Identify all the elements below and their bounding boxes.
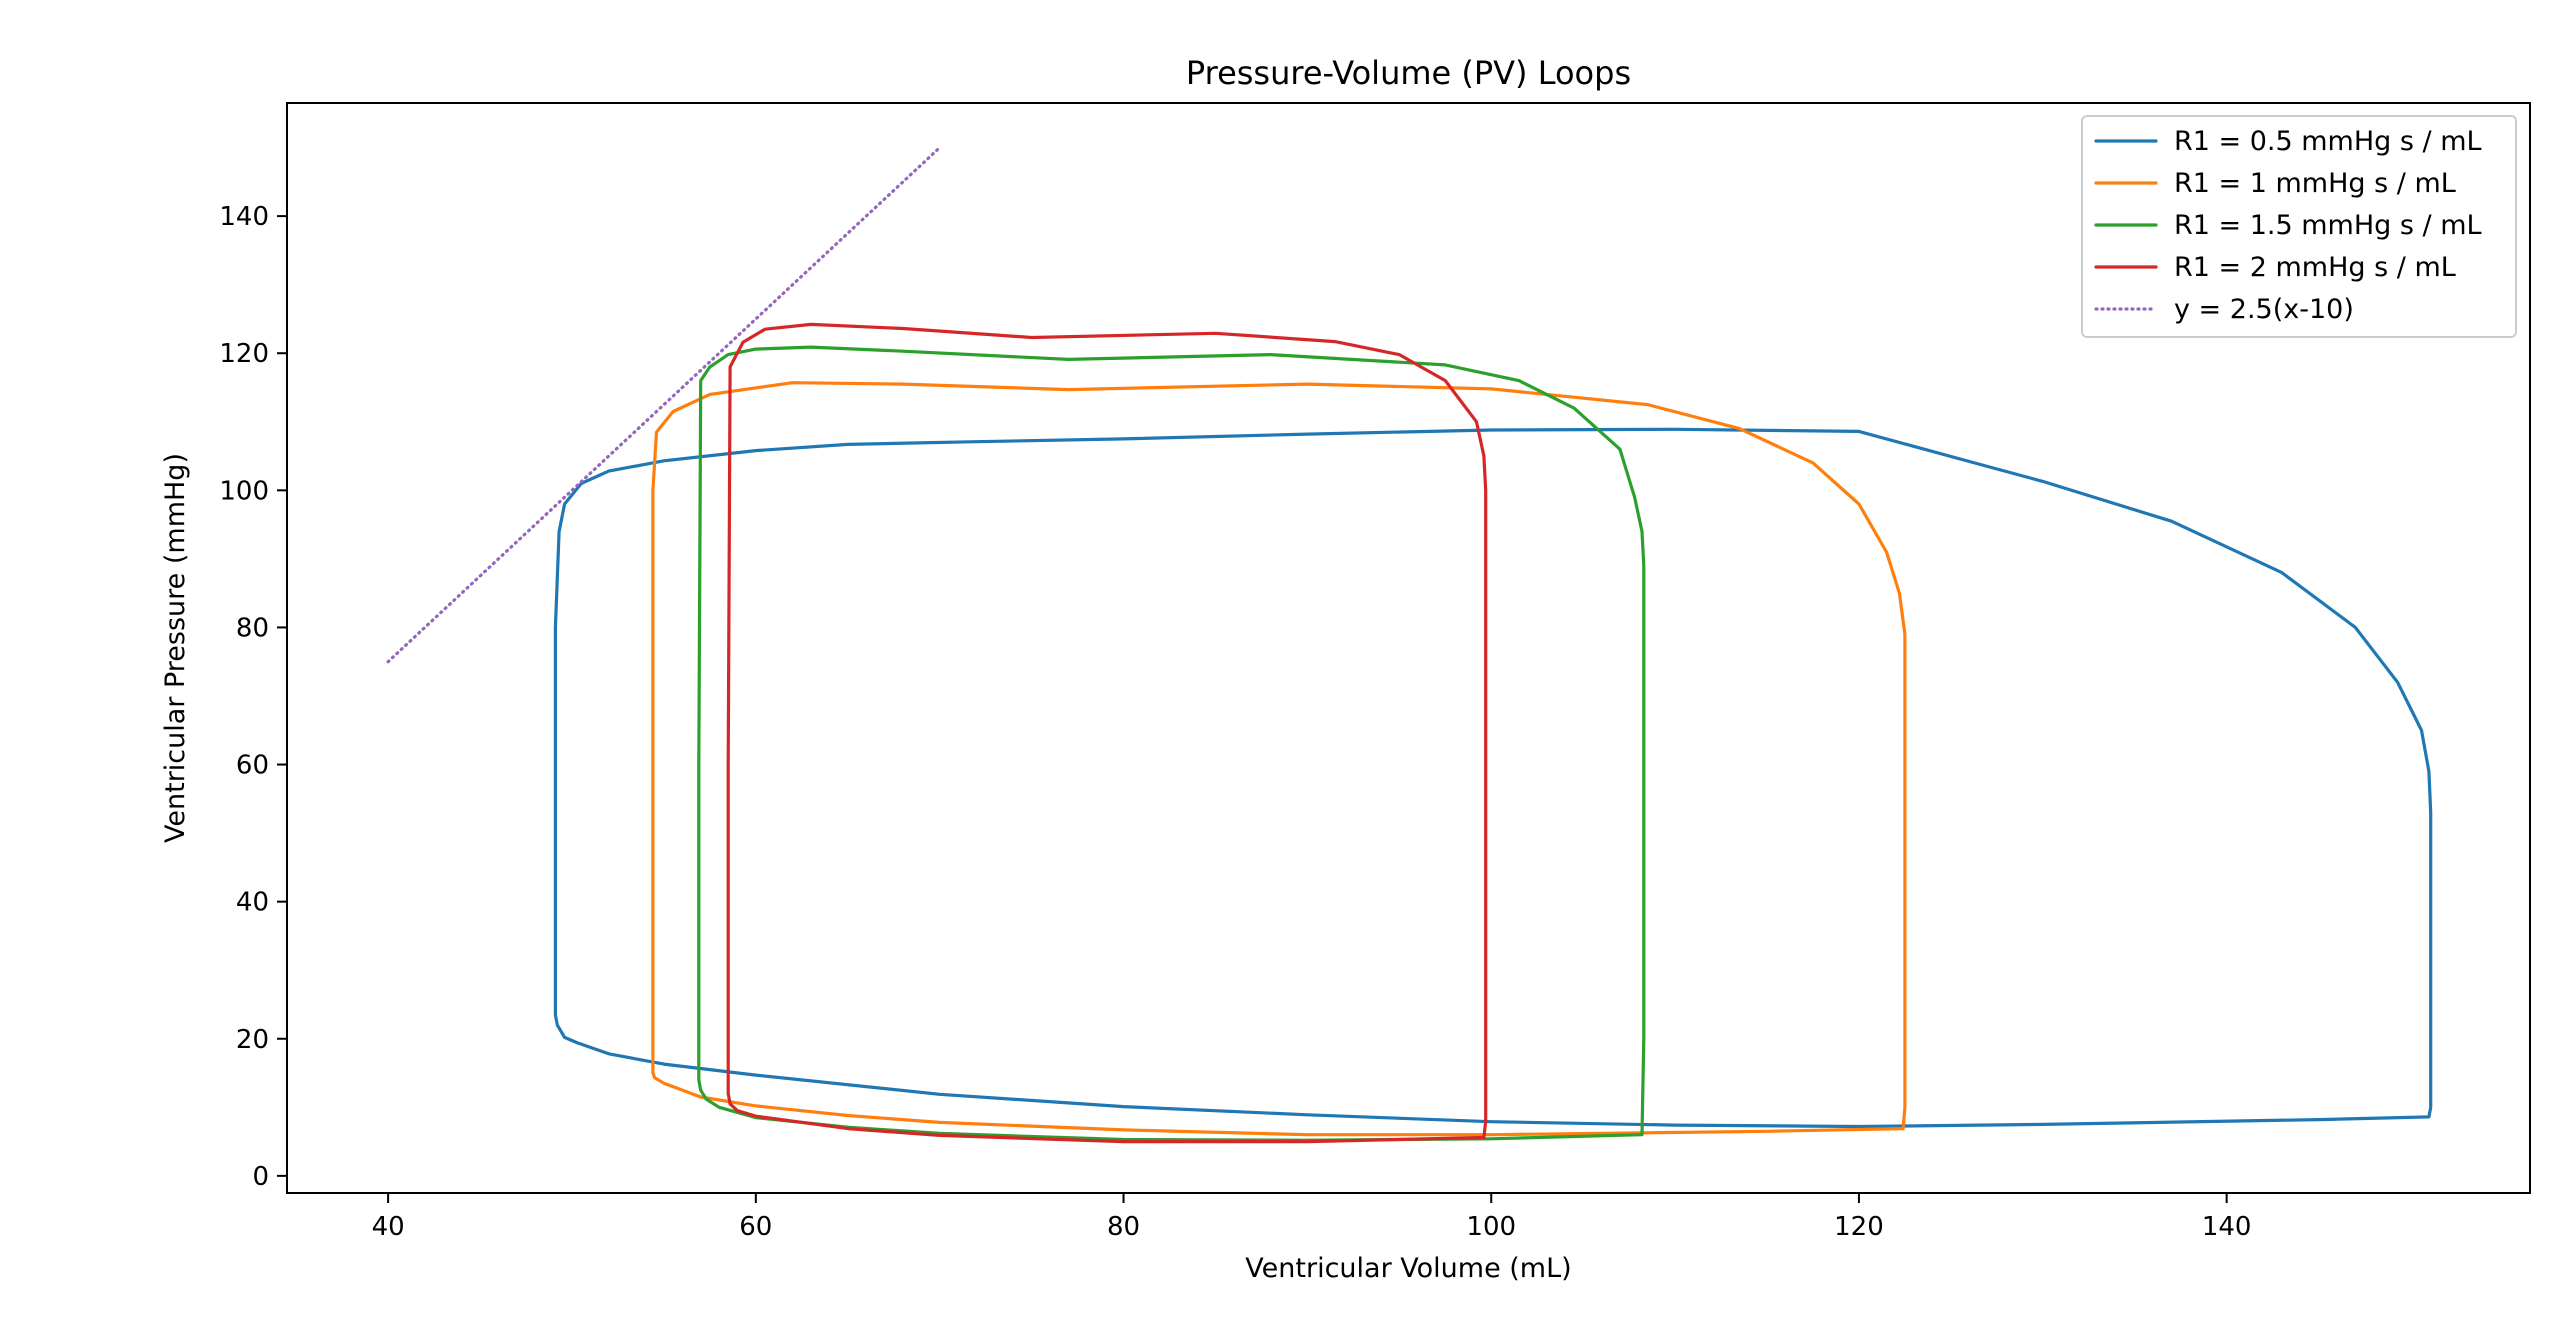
x-tick-label: 80: [1107, 1212, 1140, 1242]
y-tick-label: 0: [252, 1162, 269, 1192]
chart-title: Pressure-Volume (PV) Loops: [1186, 54, 1631, 92]
y-tick-label: 60: [236, 751, 269, 781]
legend-frame: [2081, 115, 2517, 338]
series-line-4: [726, 322, 1488, 1144]
legend-entry-label: R1 = 0.5 mmHg s / mL: [2174, 126, 2482, 157]
x-tick-label: 40: [372, 1212, 405, 1242]
y-tick-label: 20: [236, 1025, 269, 1055]
legend-entry-label: y = 2.5(x-10): [2174, 294, 2354, 325]
x-tick-label: 60: [739, 1212, 772, 1242]
y-axis-label: Ventricular Pressure (mmHg): [160, 453, 191, 843]
y-tick-label: 100: [219, 476, 269, 506]
series-line-5: [386, 146, 942, 664]
x-tick-label: 140: [2202, 1212, 2252, 1242]
y-tick-label: 40: [236, 888, 269, 918]
y-tick-label: 80: [236, 613, 269, 643]
x-tick-label: 120: [1834, 1212, 1884, 1242]
y-tick-label: 120: [219, 339, 269, 369]
legend: R1 = 0.5 mmHg s / mL R1 = 1 mmHg s / mL R1…: [2081, 115, 2517, 338]
ticks-layer: 40 60 80 100 120 140 0 20 40 60 80 100 120 140: [219, 202, 2251, 1242]
plot-frame: [286, 102, 2531, 1194]
series-line-1: [553, 427, 2433, 1129]
legend-entry-label: R1 = 1.5 mmHg s / mL: [2174, 210, 2482, 241]
x-axis-label: Ventricular Volume (mL): [1245, 1253, 1571, 1284]
series-layer: [386, 146, 2433, 1144]
series-line-2: [651, 381, 1907, 1137]
x-tick-label: 100: [1466, 1212, 1516, 1242]
y-tick-label: 140: [219, 202, 269, 232]
legend-entry-label: R1 = 2 mmHg s / mL: [2174, 252, 2456, 283]
legend-entry-label: R1 = 1 mmHg s / mL: [2174, 168, 2456, 199]
